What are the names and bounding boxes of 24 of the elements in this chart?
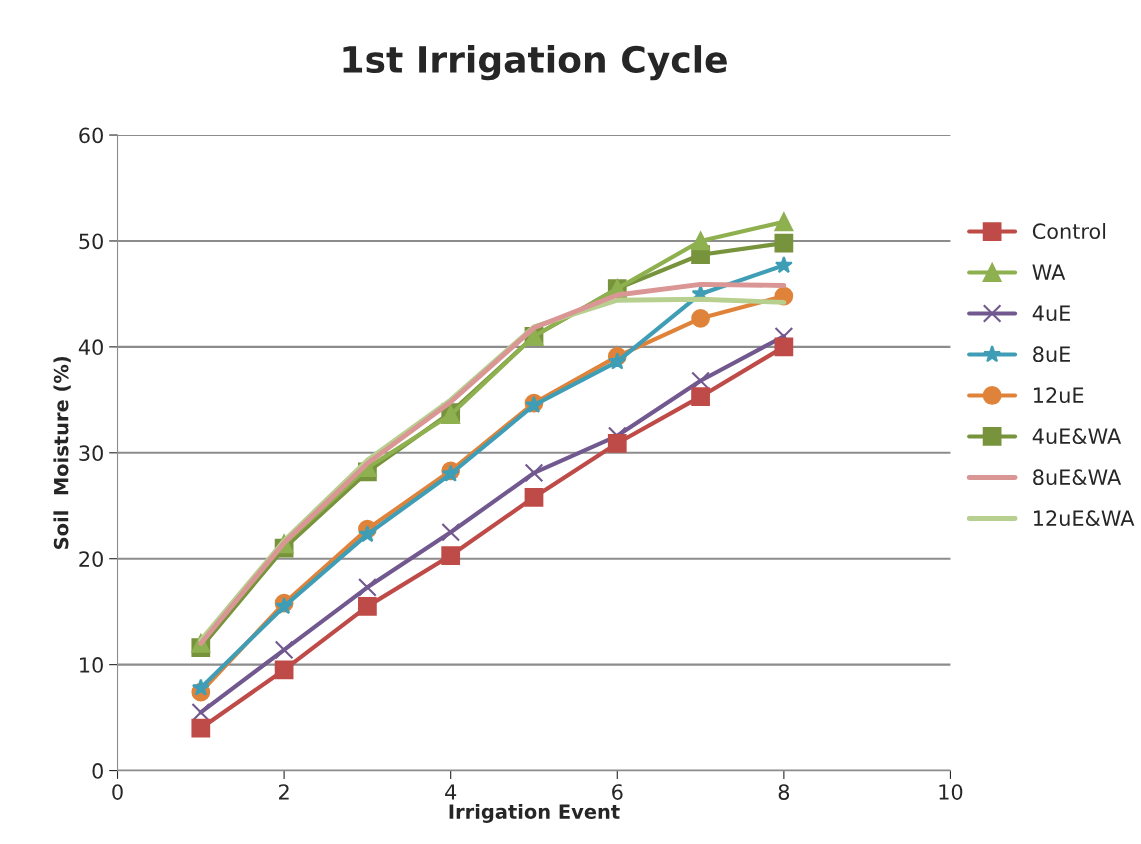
y-tick-label: 0 [92,763,103,779]
legend-label: 8uE [1033,346,1070,363]
x-tick-label: 0 [112,784,123,800]
y-tick-label: 20 [79,551,103,567]
legend-label: 8uE&WA [1033,469,1122,486]
chart-title: 1st Irrigation Cycle [343,45,727,81]
x-tick-label: 8 [778,784,790,800]
x-axis-title: Irrigation Event [449,803,620,823]
y-tick-label: 60 [79,127,103,144]
legend-label: Control [1032,222,1106,240]
y-tick-label: 30 [79,445,103,462]
legend-label: 12uE [1033,387,1084,404]
y-tick-label: 50 [79,233,103,250]
legend-label: WA [1032,264,1066,280]
legend-label: 12uE&WA [1033,510,1135,527]
y-axis-title: Soil Moisture (%) [53,356,71,549]
x-tick-label: 10 [939,784,963,800]
y-tick-label: 10 [80,657,103,673]
y-tick-label: 40 [78,339,103,356]
x-tick-label: 6 [612,784,623,800]
x-tick-label: 4 [445,784,457,800]
legend-label: 4uE [1032,305,1070,322]
legend-label: 4uE&WA [1032,428,1122,445]
x-tick-label: 2 [279,784,289,800]
